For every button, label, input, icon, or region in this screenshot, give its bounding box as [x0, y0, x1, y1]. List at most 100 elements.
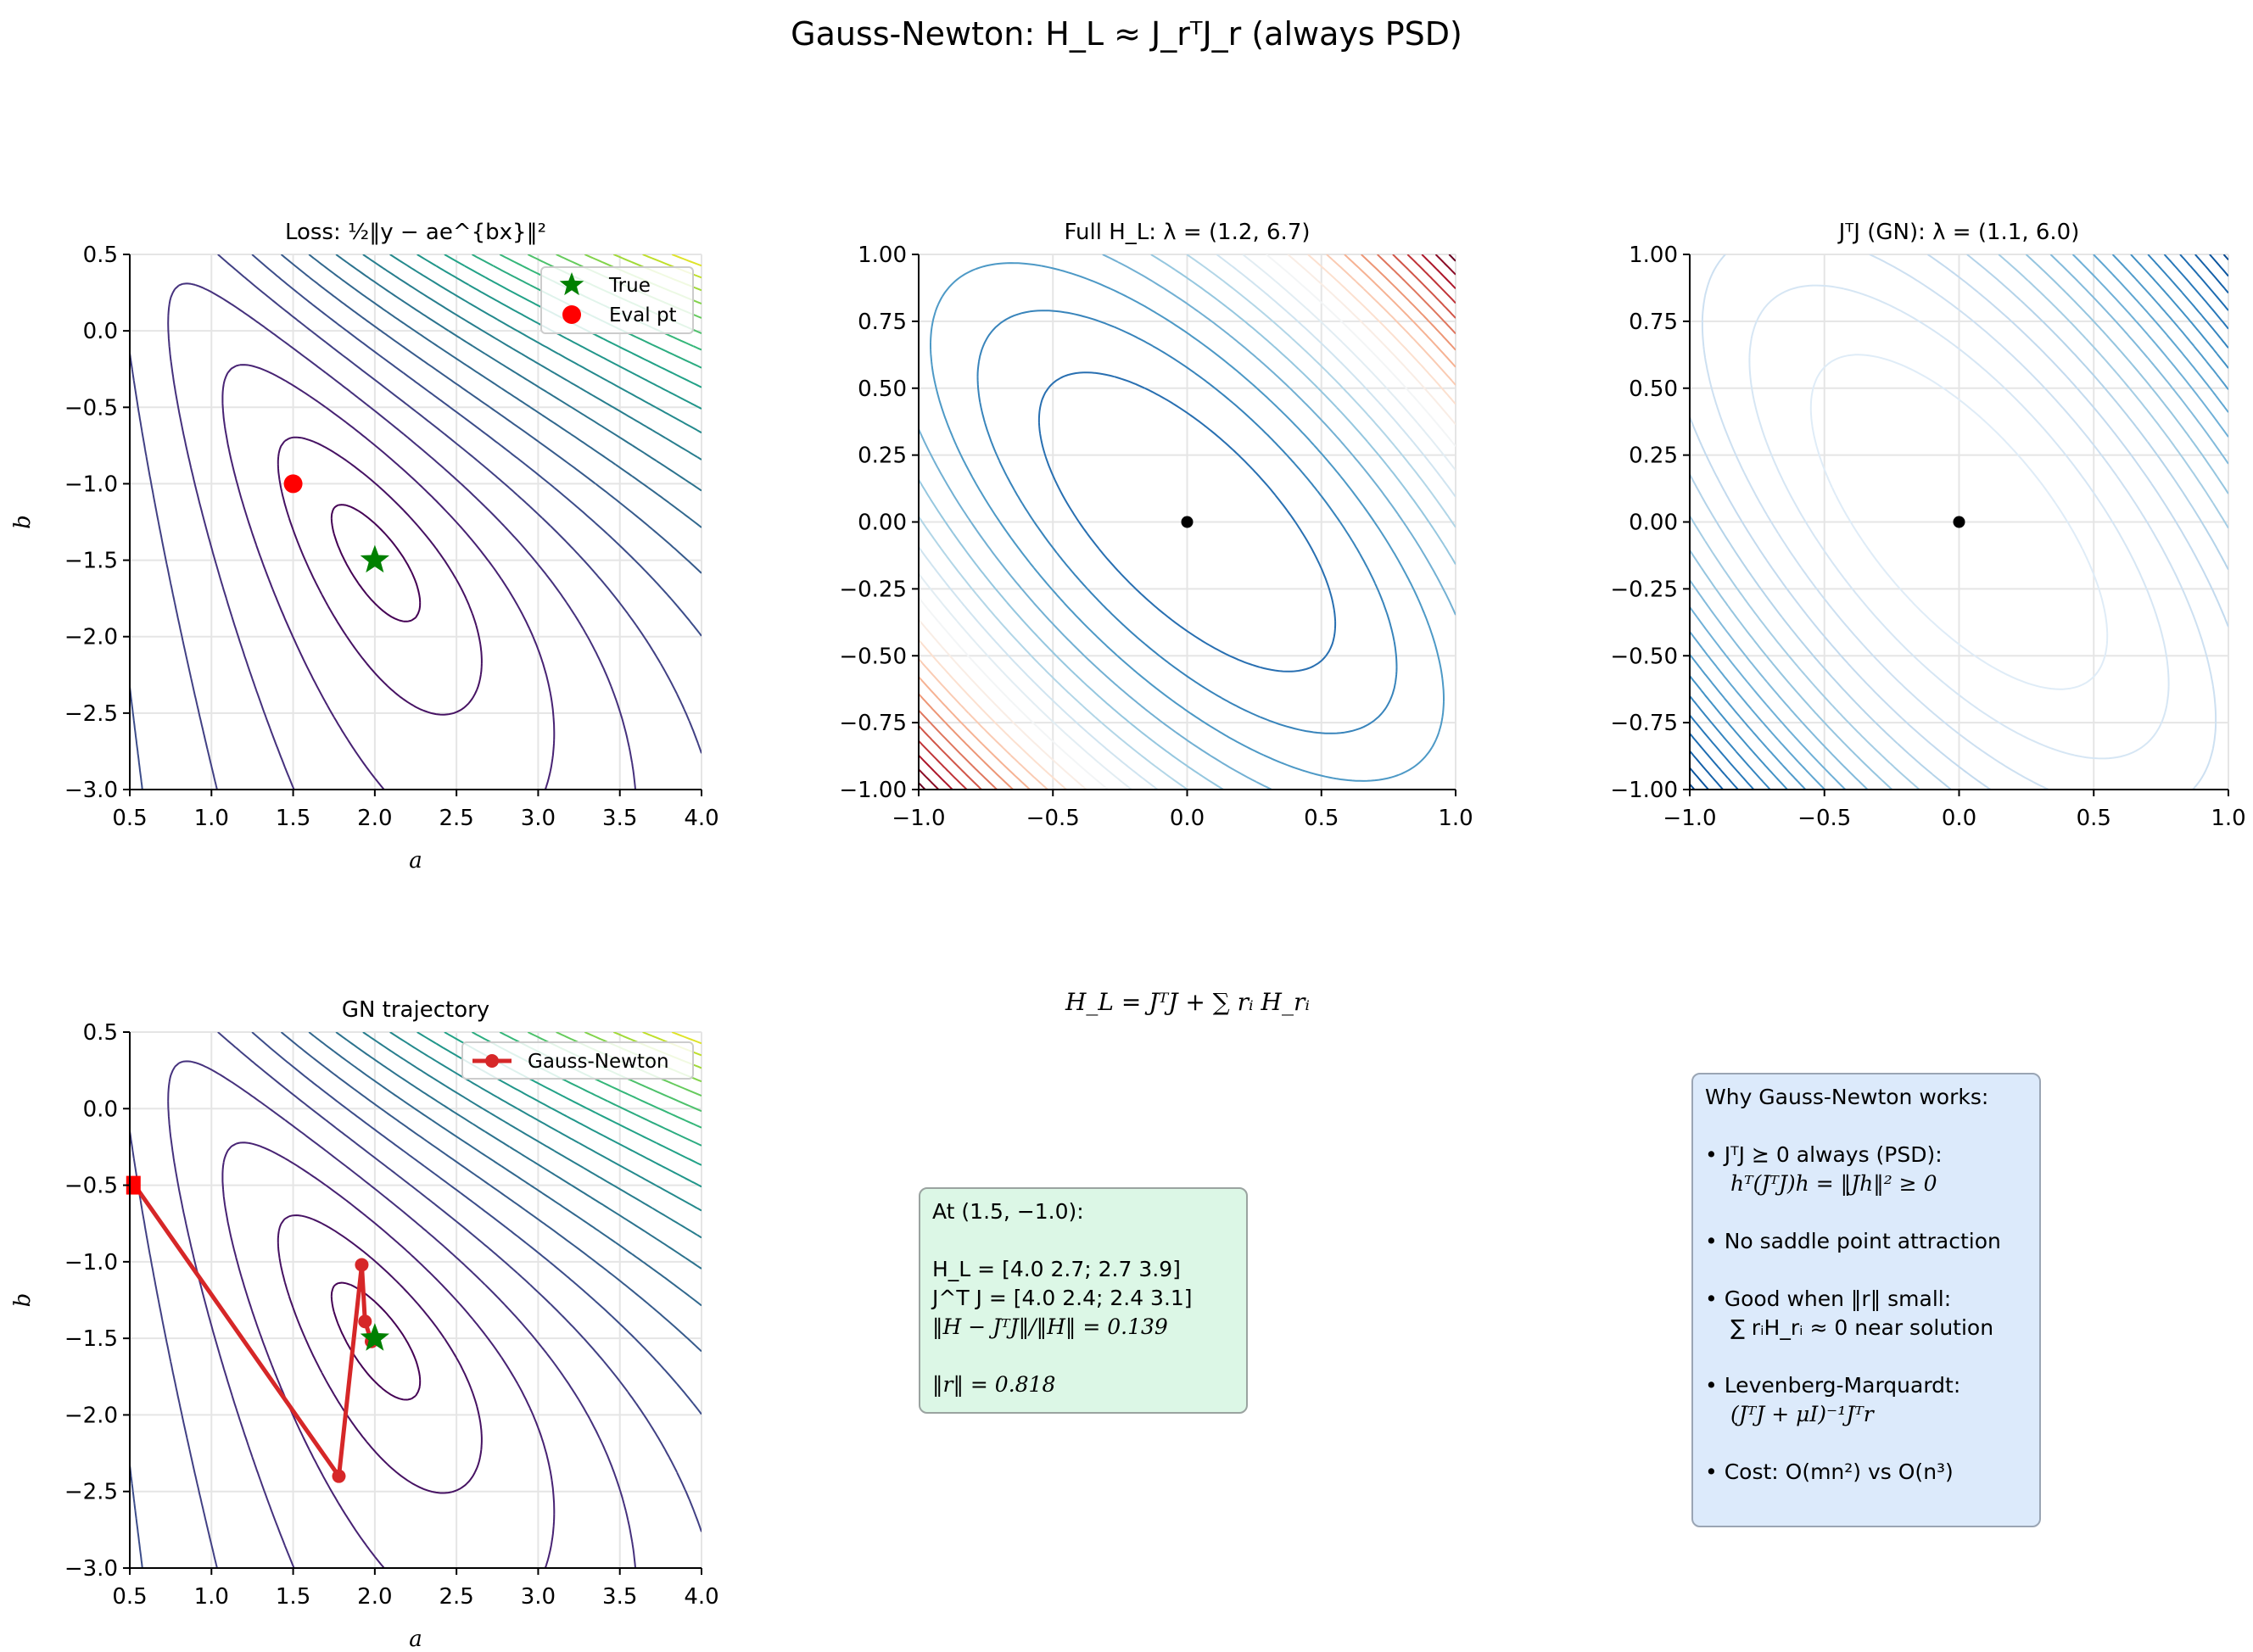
contour-line — [221, 1141, 556, 1568]
contour-line — [1037, 371, 1337, 673]
legend: Gauss-Newton — [461, 1041, 694, 1080]
contour-line — [930, 262, 1445, 782]
contour-line — [919, 254, 1456, 790]
legend-true-star-icon — [559, 272, 584, 296]
x-tick-label: 2.5 — [439, 806, 473, 831]
x-tick-label: −1.0 — [892, 806, 945, 831]
x-tick-label: 1.0 — [1438, 806, 1473, 831]
contour-line — [919, 254, 1456, 790]
info-relative-error: ‖H − JᵀJ‖/‖H‖ = 0.139 — [932, 1314, 1168, 1339]
x-tick-label: 4.0 — [684, 806, 718, 831]
why-bullet-cost: • Cost: O(mn²) vs O(n³) — [1705, 1459, 1954, 1484]
y-tick-label: −1.0 — [64, 472, 118, 497]
contour-line — [130, 254, 702, 790]
y-tick-label: −2.5 — [64, 1480, 118, 1505]
contour-line — [1690, 254, 2228, 790]
contour-line — [919, 254, 1456, 790]
contour-line — [671, 1032, 702, 1045]
x-tick-label: 3.5 — [602, 806, 637, 831]
legend-frame — [461, 1041, 694, 1080]
why-bullet-psd: • JᵀJ ⪰ 0 always (PSD): — [1705, 1142, 1943, 1167]
contour-line — [919, 254, 1456, 790]
legend-label-gauss-newton: Gauss-Newton — [528, 1051, 669, 1073]
legend-label-true: True — [608, 275, 651, 297]
contour-line — [1809, 354, 2109, 690]
y-tick-label: −1.0 — [64, 1250, 118, 1275]
why-bullet-saddle: • No saddle point attraction — [1705, 1229, 2001, 1253]
trajectory-point — [332, 1469, 346, 1483]
contour-line — [308, 1032, 702, 1307]
y-tick-label: 0.75 — [1629, 310, 1678, 335]
contour-line — [919, 254, 1456, 790]
hessian-decomposition-formula: H_L = JᵀJ + ∑ rᵢ H_rᵢ — [1065, 988, 1310, 1016]
y-tick-label: −2.5 — [64, 701, 118, 727]
y-tick-label: 0.0 — [83, 1097, 118, 1122]
contours — [130, 254, 702, 790]
contour-line — [277, 1214, 483, 1494]
x-axis-label: a — [409, 848, 422, 873]
y-tick-label: 0.0 — [83, 319, 118, 344]
x-tick-label: −0.5 — [1026, 806, 1080, 831]
contour-line — [389, 1032, 702, 1212]
contour-line — [919, 254, 1456, 790]
x-tick-label: 1.5 — [276, 1584, 310, 1610]
contour-line — [1690, 254, 2228, 790]
y-tick-label: 0.25 — [858, 444, 907, 469]
contour-line — [976, 310, 1398, 734]
contour-line — [1690, 254, 2228, 790]
y-tick-label: 0.00 — [1629, 511, 1678, 536]
contour-line — [1690, 254, 2228, 790]
x-tick-label: 0.5 — [1304, 806, 1339, 831]
y-tick-label: −1.00 — [1610, 778, 1678, 803]
x-tick-label: 1.0 — [194, 806, 229, 831]
contour-line — [1690, 254, 2228, 790]
y-tick-label: 1.00 — [1629, 243, 1678, 268]
contour-line — [1690, 254, 2228, 790]
x-tick-label: 2.0 — [357, 1584, 392, 1610]
x-tick-label: 0.0 — [1942, 806, 1976, 831]
contour-line — [416, 254, 702, 410]
true-minimum-marker — [360, 1323, 389, 1351]
y-tick-label: −3.0 — [64, 1556, 118, 1582]
contour-line — [919, 254, 1456, 790]
y-tick-label: 0.50 — [1629, 377, 1678, 402]
y-tick-label: 0.5 — [83, 1020, 118, 1046]
contour-line — [1690, 254, 2228, 790]
contour-line — [919, 254, 1456, 790]
info-residual-norm: ‖r‖ = 0.818 — [932, 1372, 1056, 1397]
y-tick-label: −0.25 — [1610, 577, 1678, 602]
subplot-4: Gauss-Newton 0.5 1.0 1.5 2.0 2.5 3.0 3.5 4.0 −3.0… — [10, 997, 719, 1652]
subplot-title: Full H_L: λ = (1.2, 6.7) — [1065, 220, 1311, 245]
y-tick-label: −0.5 — [64, 395, 118, 421]
x-tick-label: 1.0 — [2211, 806, 2245, 831]
contour-line — [389, 254, 702, 434]
x-tick-label: −1.0 — [1663, 806, 1716, 831]
legend-eval-dot-icon — [562, 305, 581, 324]
y-tick-label: −3.0 — [64, 778, 118, 803]
y-tick-label: 0.25 — [1629, 444, 1678, 469]
contour-line — [330, 504, 422, 622]
contour-line — [167, 1060, 636, 1568]
contour-line — [919, 254, 1456, 790]
eval-point-marker — [283, 474, 303, 494]
y-tick-label: 0.5 — [83, 243, 118, 268]
contour-line — [130, 254, 702, 790]
contour-line — [330, 1281, 422, 1401]
origin-point-marker — [1181, 516, 1194, 528]
contour-line — [919, 254, 1456, 790]
subplot-2: −1.0 −0.5 0.0 0.5 1.0 −1.00 −0.75 −0.50 −0.25 0.0… — [839, 220, 1473, 831]
contours — [130, 1032, 702, 1568]
contour-line — [671, 254, 702, 267]
y-tick-label: 0.75 — [858, 310, 907, 335]
x-tick-label: 2.5 — [439, 1584, 473, 1610]
legend: True Eval pt — [540, 266, 694, 334]
y-tick-label: −2.0 — [64, 1403, 118, 1428]
y-tick-label: −0.50 — [1610, 644, 1678, 669]
info-eval-point: At (1.5, −1.0): — [932, 1199, 1084, 1224]
subplot-1: True Eval pt 0.5 1.0 1.5 2.0 2.5 3.0 3.5 4.0 −3.0 −… — [10, 220, 719, 873]
contour-line — [280, 1032, 702, 1353]
contour-line — [1690, 254, 2228, 790]
contour-line — [362, 1032, 702, 1239]
why-box: Why Gauss-Newton works: • JᵀJ ⪰ 0 always… — [1691, 1073, 2041, 1527]
x-tick-label: 0.0 — [1170, 806, 1205, 831]
